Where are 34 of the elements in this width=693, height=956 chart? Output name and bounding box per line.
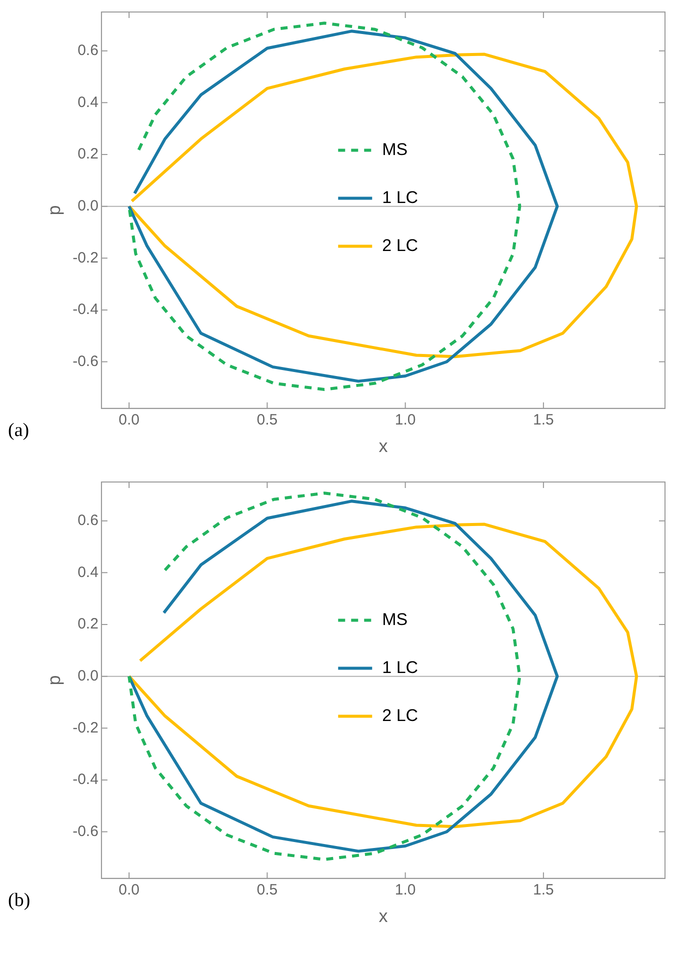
x-axis-title: x [378,436,388,456]
y-tick-label: 0.0 [78,197,98,214]
legend-label: MS [382,140,408,159]
x-tick-label: 0.5 [256,412,278,429]
x-axis-title: x [378,906,388,926]
x-tick-label: 0.0 [118,412,140,429]
y-tick-label: 0.6 [78,512,98,530]
y-axis-title: p [44,205,64,216]
legend-label: 1 LC [382,188,418,207]
y-tick-label: -0.6 [72,352,98,370]
x-tick-label: 0.0 [118,882,140,899]
x-tick-label: 1.0 [394,882,416,899]
x-tick-label: 1.5 [533,882,554,899]
y-tick-label: 0.2 [78,146,98,163]
y-tick-label: -0.4 [72,301,98,318]
y-tick-label: 0.4 [78,94,98,111]
y-tick-label: -0.6 [72,822,98,840]
y-tick-label: -0.4 [72,771,98,788]
x-tick-label: 0.5 [256,882,278,899]
text: (b) [8,890,30,912]
y-tick-label: -0.2 [72,719,98,736]
text: (a) [8,420,30,442]
x-tick-label: 1.0 [394,412,416,429]
y-tick-label: 0.6 [78,42,98,60]
legend-label: 2 LC [382,236,418,255]
y-tick-label: 0.2 [78,616,98,633]
y-axis-title: p [44,675,64,686]
y-tick-label: -0.2 [72,249,98,266]
y-tick-label: 0.4 [78,564,98,581]
legend-label: MS [382,610,408,629]
y-tick-label: 0.0 [78,667,98,684]
x-tick-label: 1.5 [533,412,554,429]
legend-label: 1 LC [382,658,418,677]
legend-label: 2 LC [382,706,418,725]
